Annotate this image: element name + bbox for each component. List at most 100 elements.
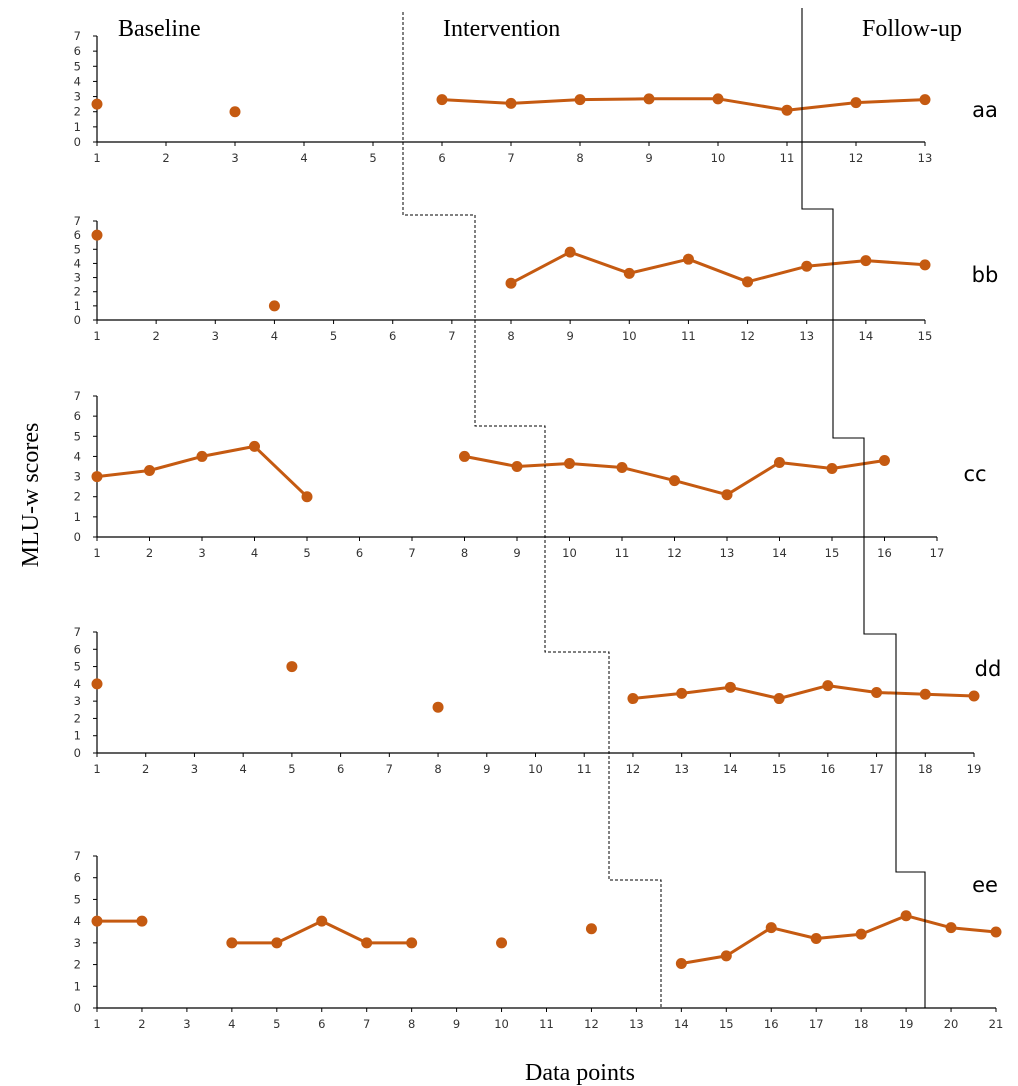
x-tick-label: 14 bbox=[674, 1017, 689, 1031]
x-tick-label: 13 bbox=[918, 151, 933, 165]
x-tick-label: 11 bbox=[681, 329, 696, 343]
x-tick-label: 6 bbox=[389, 329, 396, 343]
y-tick-label: 5 bbox=[74, 242, 81, 256]
x-tick-label: 17 bbox=[869, 762, 884, 776]
y-tick-label: 3 bbox=[74, 470, 81, 484]
data-point bbox=[781, 104, 793, 116]
x-tick-label: 9 bbox=[483, 762, 490, 776]
data-point bbox=[564, 246, 576, 258]
y-tick-label: 6 bbox=[74, 871, 81, 885]
y-tick-label: 3 bbox=[74, 694, 81, 708]
x-tick-label: 12 bbox=[626, 762, 641, 776]
x-tick-label: 11 bbox=[615, 546, 630, 560]
x-tick-label: 11 bbox=[780, 151, 795, 165]
x-tick-label: 21 bbox=[989, 1017, 1004, 1031]
x-tick-label: 6 bbox=[337, 762, 344, 776]
x-tick-label: 17 bbox=[809, 1017, 824, 1031]
data-point bbox=[144, 465, 155, 477]
x-tick-label: 6 bbox=[438, 151, 445, 165]
x-tick-label: 5 bbox=[273, 1017, 280, 1031]
x-tick-label: 7 bbox=[408, 546, 415, 560]
x-tick-label: 13 bbox=[799, 329, 814, 343]
data-point bbox=[361, 937, 373, 949]
data-point bbox=[810, 933, 822, 945]
x-tick-label: 7 bbox=[363, 1017, 370, 1031]
x-tick-label: 6 bbox=[318, 1017, 325, 1031]
data-point bbox=[564, 457, 575, 469]
x-tick-label: 13 bbox=[629, 1017, 644, 1031]
x-tick-label: 5 bbox=[330, 329, 337, 343]
x-tick-label: 1 bbox=[93, 546, 100, 560]
x-tick-label: 13 bbox=[674, 762, 689, 776]
x-tick-label: 16 bbox=[821, 762, 836, 776]
y-tick-label: 1 bbox=[74, 299, 81, 313]
data-point bbox=[860, 255, 872, 267]
data-point bbox=[742, 276, 754, 288]
data-point bbox=[271, 937, 283, 949]
y-tick-label: 0 bbox=[74, 313, 81, 327]
x-tick-label: 3 bbox=[183, 1017, 190, 1031]
y-tick-label: 5 bbox=[74, 429, 81, 443]
x-tick-label: 4 bbox=[300, 151, 307, 165]
data-point bbox=[721, 489, 733, 501]
data-point bbox=[990, 926, 1002, 938]
x-tick-label: 10 bbox=[494, 1017, 509, 1031]
data-point bbox=[720, 950, 732, 962]
data-point bbox=[919, 259, 931, 271]
data-point bbox=[682, 253, 694, 265]
x-tick-label: 8 bbox=[408, 1017, 415, 1031]
data-point bbox=[301, 491, 313, 503]
y-tick-label: 6 bbox=[74, 642, 81, 656]
x-tick-label: 1 bbox=[93, 1017, 100, 1031]
data-point bbox=[229, 106, 241, 118]
data-point bbox=[249, 440, 260, 452]
x-tick-label: 4 bbox=[228, 1017, 235, 1031]
x-tick-label: 14 bbox=[772, 546, 787, 560]
data-point bbox=[773, 693, 785, 705]
x-tick-label: 12 bbox=[667, 546, 682, 560]
x-tick-label: 9 bbox=[453, 1017, 460, 1031]
x-tick-label: 8 bbox=[434, 762, 441, 776]
y-tick-label: 1 bbox=[74, 510, 81, 524]
data-point bbox=[675, 957, 687, 969]
data-point bbox=[436, 94, 448, 106]
data-point bbox=[822, 680, 834, 692]
y-tick-label: 4 bbox=[74, 677, 81, 691]
data-point bbox=[826, 463, 838, 475]
data-point bbox=[505, 277, 517, 289]
x-tick-label: 9 bbox=[513, 546, 520, 560]
x-tick-label: 10 bbox=[528, 762, 543, 776]
x-tick-label: 1 bbox=[93, 329, 100, 343]
x-tick-label: 8 bbox=[507, 329, 514, 343]
data-point bbox=[968, 690, 980, 702]
x-tick-label: 2 bbox=[162, 151, 169, 165]
y-tick-label: 4 bbox=[74, 914, 81, 928]
data-point bbox=[91, 471, 103, 483]
y-tick-label: 5 bbox=[74, 660, 81, 674]
x-tick-label: 5 bbox=[303, 546, 310, 560]
participant-label: ee bbox=[972, 873, 998, 897]
data-point bbox=[316, 915, 328, 927]
series-line bbox=[441, 97, 926, 112]
y-tick-label: 4 bbox=[74, 74, 81, 88]
data-point bbox=[871, 687, 883, 698]
x-tick-label: 3 bbox=[191, 762, 198, 776]
data-point bbox=[286, 661, 298, 673]
x-tick-label: 18 bbox=[854, 1017, 869, 1031]
x-tick-label: 14 bbox=[859, 329, 874, 343]
x-tick-label: 20 bbox=[944, 1017, 959, 1031]
x-tick-label: 10 bbox=[711, 151, 726, 165]
data-point bbox=[669, 475, 680, 487]
y-tick-label: 2 bbox=[74, 958, 81, 972]
data-point bbox=[712, 93, 724, 105]
data-point bbox=[919, 94, 931, 106]
x-tick-label: 19 bbox=[967, 762, 982, 776]
x-tick-label: 7 bbox=[507, 151, 514, 165]
y-axis-title: MLU-w scores bbox=[18, 423, 44, 568]
data-point bbox=[900, 910, 912, 922]
x-tick-label: 7 bbox=[448, 329, 455, 343]
data-point bbox=[432, 701, 444, 713]
